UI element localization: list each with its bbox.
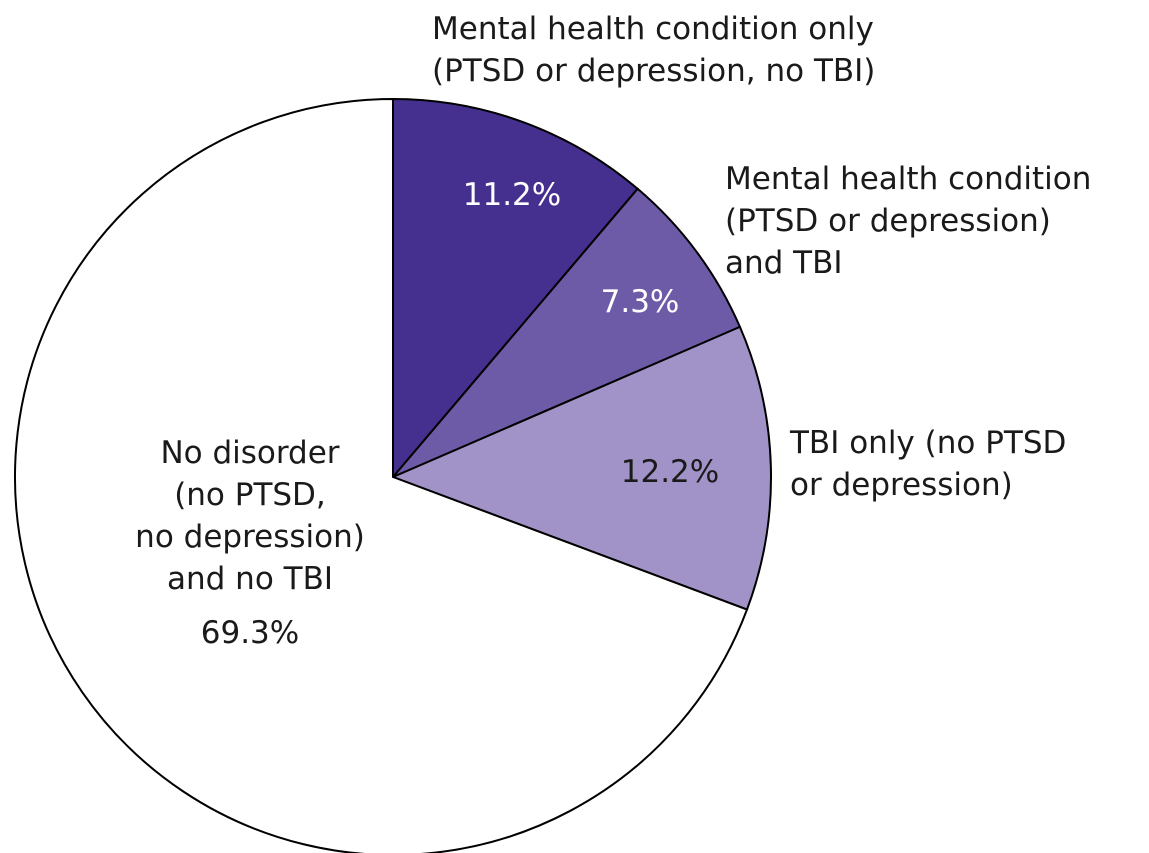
- slice-label: TBI only (no PTSD or depression): [790, 425, 1067, 503]
- value-label: 69.3%: [200, 615, 300, 651]
- pie-slice: [392, 187, 742, 478]
- value-label: 11.2%: [462, 177, 562, 213]
- pie-slice: [392, 97, 639, 480]
- value-label: 12.2%: [620, 454, 720, 490]
- slice-label: Mental health condition only (PTSD or de…: [432, 11, 876, 89]
- slice-label: No disorder (no PTSD, no depression) and…: [135, 435, 365, 597]
- pie-slice: [390, 325, 772, 611]
- slice-label: Mental health condition (PTSD or depress…: [725, 161, 1092, 281]
- pie-slice: [14, 97, 749, 853]
- value-label: 7.3%: [600, 284, 680, 320]
